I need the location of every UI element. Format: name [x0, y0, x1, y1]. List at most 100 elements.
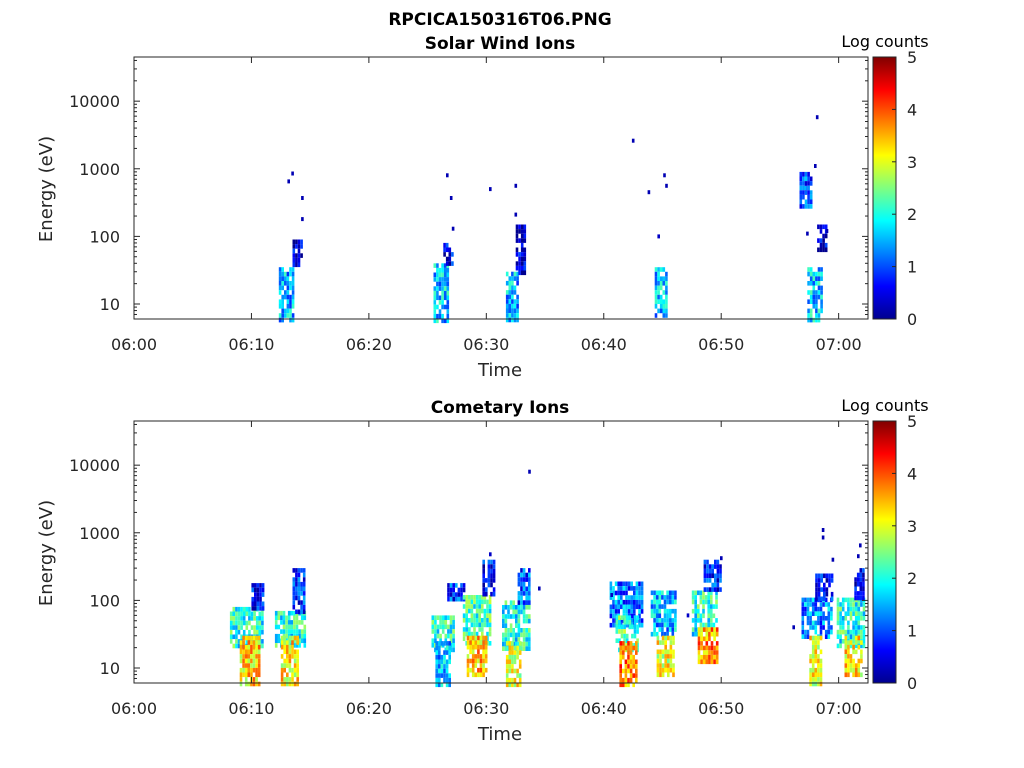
data-cell — [817, 573, 821, 579]
data-cell — [291, 267, 295, 272]
data-cell — [615, 629, 619, 634]
data-cell — [438, 654, 441, 660]
data-cell — [252, 649, 256, 655]
data-cell — [277, 633, 281, 639]
data-cell — [447, 592, 450, 597]
data-cell — [667, 635, 670, 641]
data-cell — [438, 677, 441, 683]
data-cell — [520, 591, 523, 596]
data-cell — [286, 308, 290, 314]
data-cell — [654, 267, 658, 272]
data-cell — [470, 604, 474, 609]
data-cell — [525, 586, 528, 592]
data-cell — [520, 224, 524, 230]
data-cell — [259, 587, 262, 593]
data-cell — [300, 239, 303, 245]
data-cell — [258, 620, 262, 626]
data-cell — [854, 591, 857, 596]
x-tick-label: 06:40 — [581, 699, 627, 718]
data-cell — [700, 631, 703, 637]
data-cell — [253, 611, 256, 617]
data-cell — [819, 672, 823, 678]
data-cell — [255, 635, 258, 641]
data-cell — [490, 591, 493, 597]
data-cell — [627, 645, 630, 651]
data-cell — [857, 658, 861, 664]
data-cell — [849, 640, 853, 645]
data-cell — [715, 654, 719, 660]
data-cell — [674, 613, 677, 619]
data-cell — [297, 262, 301, 268]
data-cell — [452, 596, 455, 602]
data-cell — [520, 265, 524, 271]
data-cell — [655, 599, 659, 605]
data-cell — [474, 640, 478, 645]
data-cell — [710, 654, 714, 660]
data-cell — [515, 229, 519, 234]
data-cell — [849, 611, 853, 616]
data-cell — [509, 600, 513, 605]
data-cell — [836, 602, 840, 607]
data-cell — [657, 308, 660, 314]
data-cell — [809, 308, 813, 314]
data-cell — [520, 252, 524, 257]
data-cell — [830, 591, 834, 597]
data-cell — [255, 640, 258, 645]
data-cell — [664, 649, 667, 655]
data-cell — [635, 595, 639, 600]
data-cell — [433, 295, 437, 301]
data-cell — [470, 608, 474, 614]
data-cell — [815, 582, 818, 588]
data-cell — [664, 654, 667, 659]
data-cell — [504, 646, 508, 651]
data-cell — [809, 204, 813, 209]
data-cell — [622, 581, 626, 587]
data-cell — [291, 667, 294, 673]
data-cell — [715, 659, 719, 665]
data-cell — [511, 276, 514, 281]
data-cell — [239, 654, 243, 659]
data-cell — [862, 611, 866, 616]
data-cell — [248, 629, 251, 635]
data-cell — [849, 606, 853, 612]
data-cell — [293, 649, 297, 655]
data-cell — [841, 639, 845, 644]
data-cell — [441, 281, 444, 287]
data-cell — [242, 620, 246, 626]
data-cell — [475, 608, 479, 614]
data-cell — [666, 631, 669, 637]
data-cell — [474, 658, 478, 664]
data-cell — [300, 629, 304, 634]
data-cell — [511, 664, 514, 669]
data-cell — [283, 649, 286, 655]
data-cell — [697, 590, 700, 596]
data-cell — [446, 290, 450, 296]
data-cell — [627, 659, 630, 665]
data-cell — [844, 667, 848, 673]
data-cell — [284, 271, 287, 277]
data-cell — [715, 641, 719, 646]
data-cell — [300, 609, 303, 615]
data-cell — [618, 647, 621, 653]
data-cell — [819, 606, 823, 612]
data-cell — [653, 627, 656, 632]
data-cell — [636, 638, 639, 643]
y-tick-label: 1000 — [79, 160, 120, 179]
data-cell — [704, 599, 708, 605]
data-cell — [473, 622, 476, 628]
data-cell — [812, 294, 816, 300]
data-cell — [811, 620, 815, 626]
data-cell — [714, 573, 717, 579]
data-cell — [440, 654, 444, 660]
data-cell — [256, 587, 260, 593]
data-cell — [520, 270, 524, 276]
data-cell — [251, 587, 254, 593]
data-cell — [488, 641, 492, 646]
data-cell — [281, 308, 284, 314]
data-cell — [484, 635, 488, 641]
data-cell — [475, 599, 479, 605]
data-cell — [854, 611, 858, 616]
data-cell — [817, 620, 820, 626]
data-cell — [814, 620, 818, 626]
data-cell — [711, 564, 714, 569]
